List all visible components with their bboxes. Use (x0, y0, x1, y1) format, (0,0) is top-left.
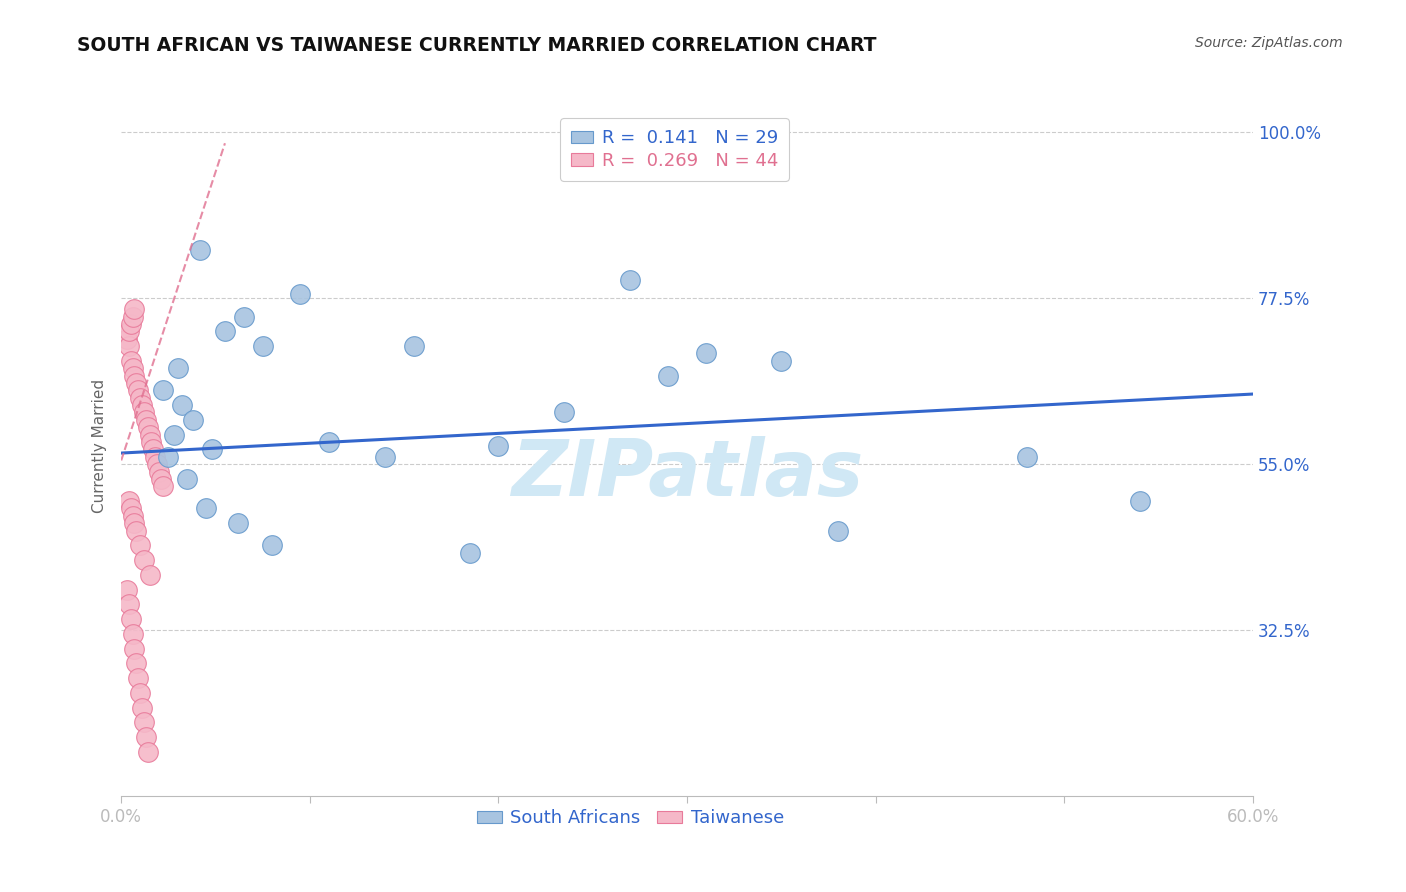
Point (120, 612, 142, 626)
Point (135, 413, 157, 427)
Point (125, 524, 148, 538)
Point (125, 376, 148, 390)
Point (124, 368, 146, 383)
Point (136, 420, 159, 434)
Point (657, 368, 679, 383)
Point (120, 354, 142, 368)
Point (252, 339, 274, 353)
Point (142, 442, 165, 457)
Point (129, 391, 152, 405)
Point (132, 553, 155, 567)
Point (121, 508, 143, 523)
Point (131, 700, 153, 714)
Legend: South Africans, Taiwanese: South Africans, Taiwanese (471, 802, 790, 833)
Point (190, 243, 212, 257)
Point (176, 472, 198, 486)
Point (181, 413, 204, 427)
Point (149, 472, 172, 486)
Point (118, 494, 141, 508)
Point (201, 442, 224, 457)
Point (195, 501, 218, 516)
Text: ZIPatlas: ZIPatlas (510, 435, 863, 512)
Point (166, 361, 188, 376)
Point (163, 427, 186, 442)
Point (120, 501, 142, 516)
Point (157, 450, 180, 464)
Point (121, 310, 143, 324)
Point (1015, 450, 1038, 464)
Point (143, 450, 166, 464)
Point (115, 582, 138, 597)
Point (770, 354, 793, 368)
Point (124, 516, 146, 530)
Point (148, 465, 170, 479)
Point (402, 339, 425, 353)
Point (170, 398, 193, 412)
Point (695, 346, 717, 360)
Point (132, 715, 155, 730)
Point (138, 567, 160, 582)
Point (121, 627, 143, 641)
Point (374, 450, 396, 464)
Point (290, 287, 312, 301)
Point (124, 641, 146, 656)
Point (124, 302, 146, 317)
Point (129, 686, 152, 700)
Point (118, 324, 141, 338)
Point (118, 597, 141, 611)
Point (146, 457, 169, 471)
Point (135, 730, 157, 744)
Point (458, 546, 481, 560)
Point (127, 384, 149, 398)
Point (125, 657, 148, 671)
Point (131, 398, 153, 412)
Point (138, 427, 160, 442)
Point (120, 317, 142, 331)
Point (141, 435, 163, 450)
Point (214, 324, 236, 338)
Point (129, 538, 152, 552)
Point (232, 310, 254, 324)
Point (121, 361, 143, 376)
Text: SOUTH AFRICAN VS TAIWANESE CURRENTLY MARRIED CORRELATION CHART: SOUTH AFRICAN VS TAIWANESE CURRENTLY MAR… (77, 36, 877, 54)
Point (553, 405, 575, 419)
Point (132, 405, 155, 419)
Point (152, 479, 174, 493)
Point (115, 332, 138, 346)
Text: Source: ZipAtlas.com: Source: ZipAtlas.com (1195, 36, 1343, 50)
Point (127, 671, 149, 685)
Point (136, 745, 159, 759)
Point (226, 516, 249, 530)
Point (152, 384, 174, 398)
Point (1129, 494, 1152, 508)
Point (262, 538, 284, 552)
Point (318, 435, 340, 450)
Point (619, 273, 641, 287)
Point (827, 524, 849, 538)
Point (118, 339, 141, 353)
Y-axis label: Currently Married: Currently Married (93, 378, 107, 513)
Point (486, 439, 509, 453)
